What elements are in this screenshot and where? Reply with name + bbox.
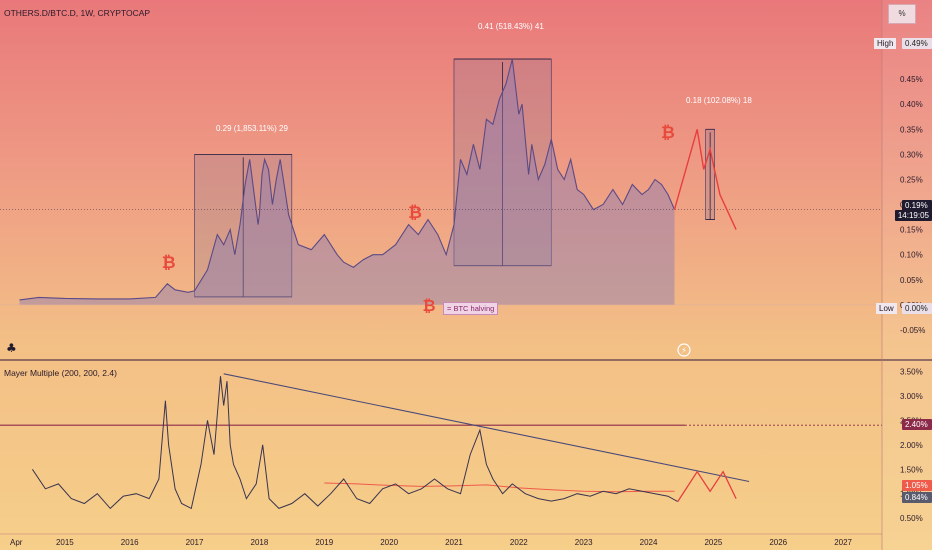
mayer-multiple-title[interactable]: Mayer Multiple (200, 200, 2.4) [4, 368, 117, 378]
price-axis-column [882, 0, 932, 550]
btc-halving-icon: ₿ [162, 253, 176, 273]
low-value-tag: 0.00% [902, 303, 932, 314]
btc-halving-icon: ₿ [408, 203, 422, 223]
current-price-tag: 0.19% [902, 200, 932, 211]
tradingview-logo-icon: ♣ [6, 341, 17, 355]
y-tick-label: 0.45% [900, 75, 923, 84]
x-tick-label: 2015 [56, 538, 74, 547]
mm-projection [677, 470, 737, 502]
y-tick-label: 0.30% [900, 150, 923, 159]
measured-move-2025-label: 0.18 (102.08%) 18 [686, 96, 752, 105]
measured-move-2021-label: 0.41 (518.43%) 41 [478, 22, 544, 31]
x-tick-label: 2018 [251, 538, 269, 547]
x-tick-label: 2027 [834, 538, 852, 547]
y-tick-label: -0.05% [900, 326, 925, 335]
lightning-icon: ⚡ [681, 346, 687, 355]
mm-y-tick-label: 0.50% [900, 514, 923, 523]
percent-scale-button[interactable]: % [888, 4, 916, 24]
mm-trendline [223, 373, 750, 483]
y-tick-label: 0.10% [900, 251, 923, 260]
symbol-title[interactable]: OTHERS.D/BTC.D, 1W, CRYPTOCAP [4, 8, 151, 18]
mm-y-tick-label: 3.00% [900, 392, 923, 401]
measured-move-2017-label: 0.29 (1,853.11%) 29 [216, 124, 288, 133]
x-tick-label: 2016 [121, 538, 139, 547]
y-tick-label: 0.05% [900, 276, 923, 285]
mm-level-tag: 2.40% [902, 419, 932, 430]
high-value-tag: 0.49% [902, 38, 932, 49]
price-area [19, 59, 675, 305]
x-tick-label: Apr [10, 538, 23, 547]
btc-halving-icon: ₿ [661, 123, 675, 143]
mm-line [31, 376, 678, 510]
high-label: High [874, 38, 897, 49]
halving-legend: = BTC halving [443, 302, 499, 315]
price-projection [673, 129, 737, 230]
x-tick-label: 2026 [769, 538, 787, 547]
price-line [19, 58, 676, 301]
x-tick-label: 2022 [510, 538, 528, 547]
y-tick-label: 0.15% [900, 226, 923, 235]
mm-moving-average [324, 482, 675, 493]
x-tick-label: 2017 [186, 538, 204, 547]
y-tick-label: 0.25% [900, 175, 923, 184]
mm-y-tick-label: 2.00% [900, 441, 923, 450]
x-tick-label: 2023 [575, 538, 593, 547]
y-tick-label: 0.35% [900, 125, 923, 134]
mm-y-tick-label: 3.50% [900, 367, 923, 376]
x-tick-label: 2021 [445, 538, 463, 547]
y-tick-label: 0.40% [900, 100, 923, 109]
x-tick-label: 2025 [704, 538, 722, 547]
x-tick-label: 2024 [640, 538, 658, 547]
event-marker-icon [677, 343, 691, 357]
x-tick-label: 2019 [315, 538, 333, 547]
countdown-tag: 14:19:05 [894, 210, 932, 221]
btc-legend-icon: ₿ [422, 296, 435, 315]
mm-gray-tag: 0.84% [902, 492, 932, 503]
x-tick-label: 2020 [380, 538, 398, 547]
low-label: Low [876, 303, 897, 314]
mm-red-tag: 1.05% [902, 480, 932, 491]
mm-y-tick-label: 1.50% [900, 465, 923, 474]
